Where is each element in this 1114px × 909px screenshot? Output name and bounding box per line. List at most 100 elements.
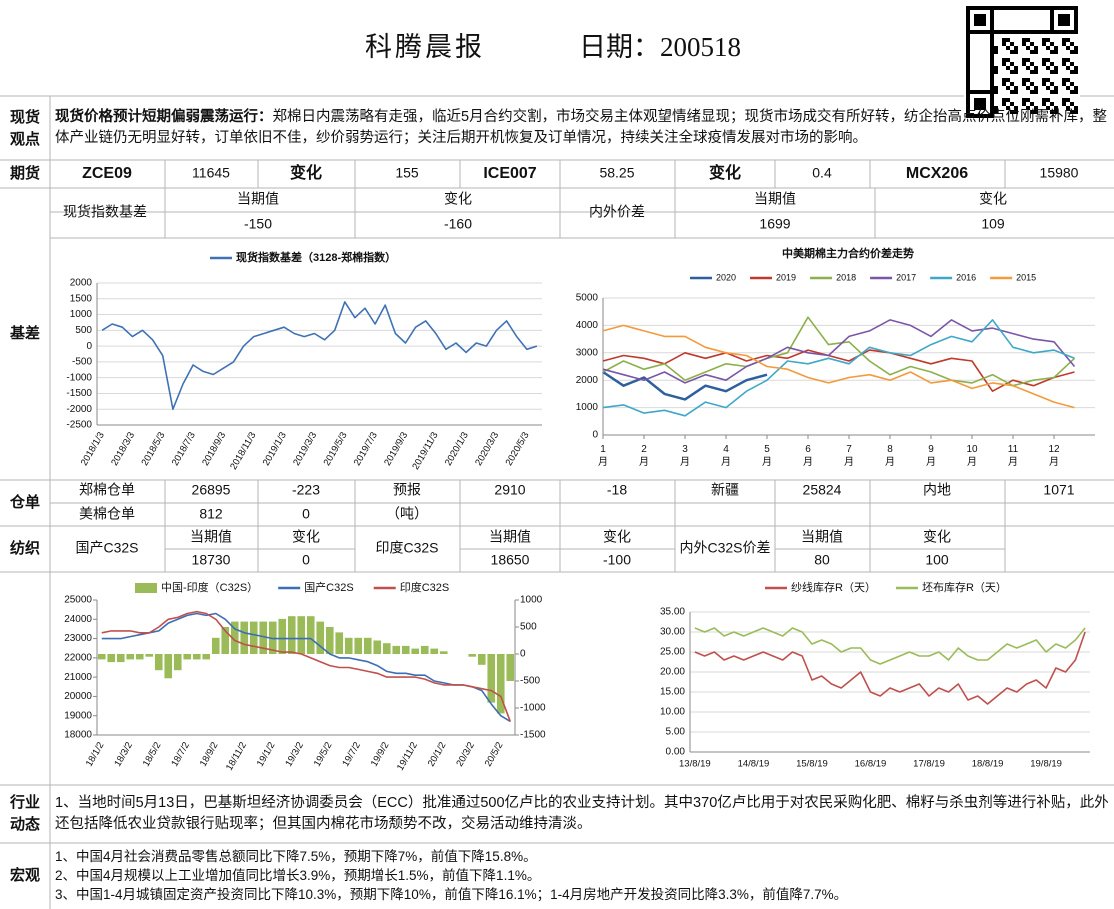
y-tick-label: -2000 — [66, 404, 92, 415]
bar — [354, 637, 363, 654]
qr-cell — [1070, 90, 1074, 94]
qr-cell — [1062, 58, 1066, 62]
table-cell: 15980 — [1040, 165, 1079, 181]
table-cell: 100 — [925, 552, 949, 568]
table-cell: 155 — [395, 165, 419, 181]
qr-cell — [1070, 30, 1074, 34]
table-cell: 变化 — [603, 529, 631, 545]
table-cell: 当期值 — [237, 191, 279, 207]
x-tick-label: 2019/7/3 — [352, 430, 380, 468]
qr-cell — [1006, 38, 1010, 42]
y-tick-label: -2500 — [66, 420, 92, 431]
qr-cell — [990, 58, 994, 62]
table-cell: -18 — [607, 482, 627, 498]
spot-lead: 现货价格预计短期偏弱震荡运行： — [55, 109, 273, 125]
bar — [221, 627, 230, 654]
y-tick-label: -1000 — [66, 372, 92, 383]
bar — [278, 618, 287, 654]
qr-cell — [1070, 102, 1074, 106]
qr-cell — [990, 30, 994, 34]
x-tick-label: 19/1/2 — [255, 740, 278, 768]
y-tick-label: 5.00 — [666, 727, 686, 738]
qr-cell — [1066, 14, 1070, 18]
bar — [230, 621, 239, 654]
bar — [316, 621, 325, 654]
qr-cell — [974, 30, 978, 34]
table-cell: 0 — [302, 506, 310, 522]
qr-cell — [1030, 102, 1034, 106]
bar — [97, 654, 106, 660]
legend-label: 2016 — [956, 272, 976, 282]
y-tick-label: 25.00 — [660, 647, 685, 658]
x-tick-label: 18/5/2 — [141, 740, 164, 768]
bar — [126, 654, 135, 660]
qr-cell — [1030, 62, 1034, 66]
bar — [506, 654, 515, 681]
qr-cell — [974, 102, 978, 106]
report-title: 科腾晨报 — [365, 32, 485, 62]
table-cell: 变化 — [444, 191, 472, 207]
qr-cell — [1070, 6, 1074, 10]
qr-cell — [990, 94, 994, 98]
qr-cell — [1002, 6, 1006, 10]
bar — [287, 616, 296, 654]
qr-cell — [1014, 50, 1018, 54]
y-tick-label: 500 — [75, 325, 92, 336]
qr-cell — [1042, 6, 1046, 10]
bar — [325, 627, 334, 654]
bar — [192, 654, 201, 660]
qr-cell — [1054, 46, 1058, 50]
qr-cell — [982, 102, 986, 106]
qr-cell — [1006, 106, 1010, 110]
qr-cell — [1018, 6, 1022, 10]
qr-cell — [1006, 46, 1010, 50]
qr-cell — [1042, 30, 1046, 34]
table-cell: -223 — [292, 482, 320, 498]
qr-cell — [1006, 66, 1010, 70]
x-tick-label: 2018/11/3 — [228, 430, 258, 471]
bar — [382, 643, 391, 654]
x-tick-label: 2019/5/3 — [322, 430, 350, 468]
table-cell: -150 — [244, 216, 272, 232]
qr-cell — [1022, 82, 1026, 86]
qr-cell — [1034, 66, 1038, 70]
qr-cell — [1062, 18, 1066, 22]
qr-cell — [1022, 78, 1026, 82]
qr-cell — [966, 10, 970, 14]
y-tick-label: 2000 — [70, 278, 93, 289]
qr-cell — [982, 90, 986, 94]
qr-cell — [986, 90, 990, 94]
bar — [211, 637, 220, 654]
x-tick-label: 2019/1/3 — [261, 430, 289, 468]
x-tick-label: 19/7/2 — [340, 740, 363, 768]
bar — [145, 654, 154, 657]
qr-cell — [1070, 70, 1074, 74]
legend-swatch — [135, 583, 157, 593]
qr-cell — [1066, 86, 1070, 90]
section-label: 宏观 — [10, 866, 40, 884]
qr-cell — [1058, 6, 1062, 10]
qr-cell — [1054, 110, 1058, 114]
qr-cell — [1026, 58, 1030, 62]
table-cell: 1071 — [1043, 482, 1074, 498]
qr-cell — [974, 98, 978, 102]
qr-cell — [994, 106, 998, 110]
qr-cell — [1062, 78, 1066, 82]
qr-cell — [1046, 106, 1050, 110]
y-tick-label: 35.00 — [660, 607, 685, 618]
qr-cell — [966, 54, 970, 58]
qr-cell — [994, 90, 998, 94]
y-tick-label: -500 — [72, 357, 92, 368]
qr-cell — [990, 90, 994, 94]
qr-cell — [990, 10, 994, 14]
qr-cell — [1066, 6, 1070, 10]
qr-cell — [1014, 110, 1018, 114]
bar — [411, 648, 420, 654]
qr-cell — [1014, 70, 1018, 74]
qr-cell — [1026, 86, 1030, 90]
